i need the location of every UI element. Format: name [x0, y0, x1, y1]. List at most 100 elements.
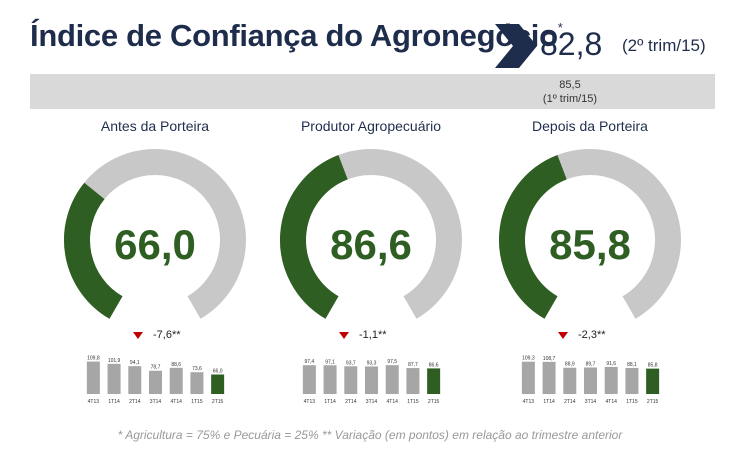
category-label: 3T14 — [585, 399, 597, 405]
previous-value-band — [30, 74, 715, 109]
page-title-text: Índice de Confiança do Agronegócio — [30, 18, 558, 53]
bar-value-label: 88,6 — [171, 362, 181, 368]
title-footnote-mark: * — [557, 20, 563, 35]
history-bar-chart: 109,8 4T13 101,9 1T14 94,1 2T14 78,7 3T14 88,6 4T… — [83, 350, 228, 420]
bar-3T14 — [584, 367, 597, 394]
bar-value-label: 108,7 — [543, 356, 556, 362]
delta: -7,6** — [133, 329, 181, 341]
panel-depois-da-porteira: Depois da Porteira 85,8 -2,3** 109,3 4T13… — [490, 118, 690, 418]
delta: -1,1** — [339, 329, 387, 341]
chevron-right-icon — [495, 24, 537, 68]
current-period: (2º trim/15) — [622, 36, 706, 55]
category-label: 1T15 — [407, 399, 419, 405]
bar-1T14 — [542, 361, 556, 394]
bar-value-label: 97,4 — [304, 359, 314, 365]
bar-value-label: 87,7 — [408, 362, 418, 368]
down-triangle-icon — [339, 331, 349, 339]
bar-value-label: 109,3 — [522, 356, 535, 362]
bar-2T14 — [344, 366, 358, 394]
history-bar-chart: 109,3 4T13 108,7 1T14 88,9 2T14 89,7 3T14 91,6 4T… — [518, 350, 663, 420]
bar-1T14 — [107, 363, 121, 394]
current-index-value: 82,8 — [540, 26, 603, 62]
category-label: 4T14 — [171, 399, 183, 405]
category-label: 3T14 — [366, 399, 378, 405]
bar-4T14 — [169, 367, 183, 394]
gauge — [64, 149, 246, 319]
category-label: 4T13 — [88, 399, 100, 405]
bar-value-label: 97,5 — [387, 359, 397, 365]
bar-2T15 — [211, 374, 225, 394]
bar-value-label: 109,8 — [87, 356, 100, 362]
bar-value-label: 101,9 — [108, 358, 121, 364]
bar-value-label: 85,8 — [648, 363, 658, 369]
down-triangle-icon — [558, 331, 568, 339]
panel-antes-da-porteira: Antes da Porteira 66,0 -7,6** 109,8 4T13 1… — [55, 118, 255, 418]
bar-value-label: 93,7 — [346, 360, 356, 366]
bar-value-label: 91,6 — [606, 361, 616, 367]
category-label: 1T15 — [626, 399, 638, 405]
bar-4T14 — [604, 366, 618, 394]
category-label: 2T14 — [129, 399, 141, 405]
down-triangle-icon — [133, 331, 143, 339]
gauge-value: 66,0 — [114, 221, 196, 268]
category-label: 2T15 — [428, 399, 440, 405]
category-label: 3T14 — [150, 399, 162, 405]
panel-produtor-agropecuario: Produtor Agropecuário 86,6 -1,1** 97,4 4T… — [271, 118, 471, 418]
bar-2T14 — [563, 367, 577, 394]
gauge — [499, 149, 681, 319]
bar-value-label: 89,7 — [586, 361, 596, 367]
gauge-fill — [280, 155, 349, 319]
previous-index-value: 85,5 — [559, 79, 581, 91]
bar-value-label: 88,1 — [627, 362, 637, 368]
gauge-value: 86,6 — [330, 221, 412, 268]
category-label: 4T13 — [523, 399, 535, 405]
bar-2T15 — [427, 368, 441, 394]
bar-value-label: 78,7 — [151, 365, 161, 371]
bar-value-label: 88,9 — [565, 362, 575, 368]
delta-value: -7,6** — [153, 329, 181, 341]
bar-2T15 — [646, 368, 660, 394]
bar-value-label: 93,3 — [367, 360, 377, 366]
delta: -2,3** — [558, 329, 606, 341]
category-label: 1T14 — [108, 399, 120, 405]
gauge-value: 85,8 — [549, 221, 631, 268]
bar-4T13 — [86, 361, 100, 394]
bar-2T14 — [128, 366, 142, 394]
bar-value-label: 97,1 — [325, 359, 335, 365]
bar-1T15 — [625, 367, 639, 394]
bar-4T14 — [385, 365, 399, 394]
panel-title: Antes da Porteira — [100, 118, 210, 134]
category-label: 2T14 — [345, 399, 357, 405]
page-title: Índice de Confiança do Agronegócio* — [30, 18, 563, 54]
bar-3T14 — [365, 366, 378, 394]
delta-value: -2,3** — [578, 329, 606, 341]
category-label: 4T13 — [304, 399, 316, 405]
gauge-fill — [499, 155, 568, 319]
delta-value: -1,1** — [359, 329, 387, 341]
gauge — [280, 149, 462, 319]
bar-value-label: 73,6 — [192, 366, 202, 372]
footnote: * Agricultura = 75% e Pecuária = 25% ** … — [117, 428, 623, 442]
panel-title: Produtor Agropecuário — [300, 118, 442, 134]
category-label: 1T14 — [324, 399, 336, 405]
category-label: 2T15 — [212, 399, 224, 405]
category-label: 4T14 — [387, 399, 399, 405]
category-label: 1T14 — [543, 399, 555, 405]
gauge-fill — [64, 182, 123, 319]
bar-1T14 — [323, 365, 337, 394]
bar-1T15 — [190, 372, 204, 394]
history-bar-chart: 97,4 4T13 97,1 1T14 93,7 2T14 93,3 3T14 97,5 4T14… — [299, 350, 444, 420]
category-label: 2T15 — [647, 399, 659, 405]
bar-value-label: 94,1 — [130, 360, 140, 366]
panel-title: Depois da Porteira — [532, 118, 648, 134]
bar-4T13 — [302, 365, 316, 394]
previous-index: 85,5 (1º trim/15) — [520, 78, 620, 106]
bar-value-label: 66,0 — [213, 368, 223, 374]
category-label: 1T15 — [191, 399, 203, 405]
bar-4T13 — [521, 361, 535, 394]
bar-value-label: 86,6 — [429, 362, 439, 368]
category-label: 4T14 — [606, 399, 618, 405]
bar-1T15 — [406, 368, 420, 394]
previous-index-period: (1º trim/15) — [542, 93, 598, 105]
bar-3T14 — [149, 370, 162, 394]
